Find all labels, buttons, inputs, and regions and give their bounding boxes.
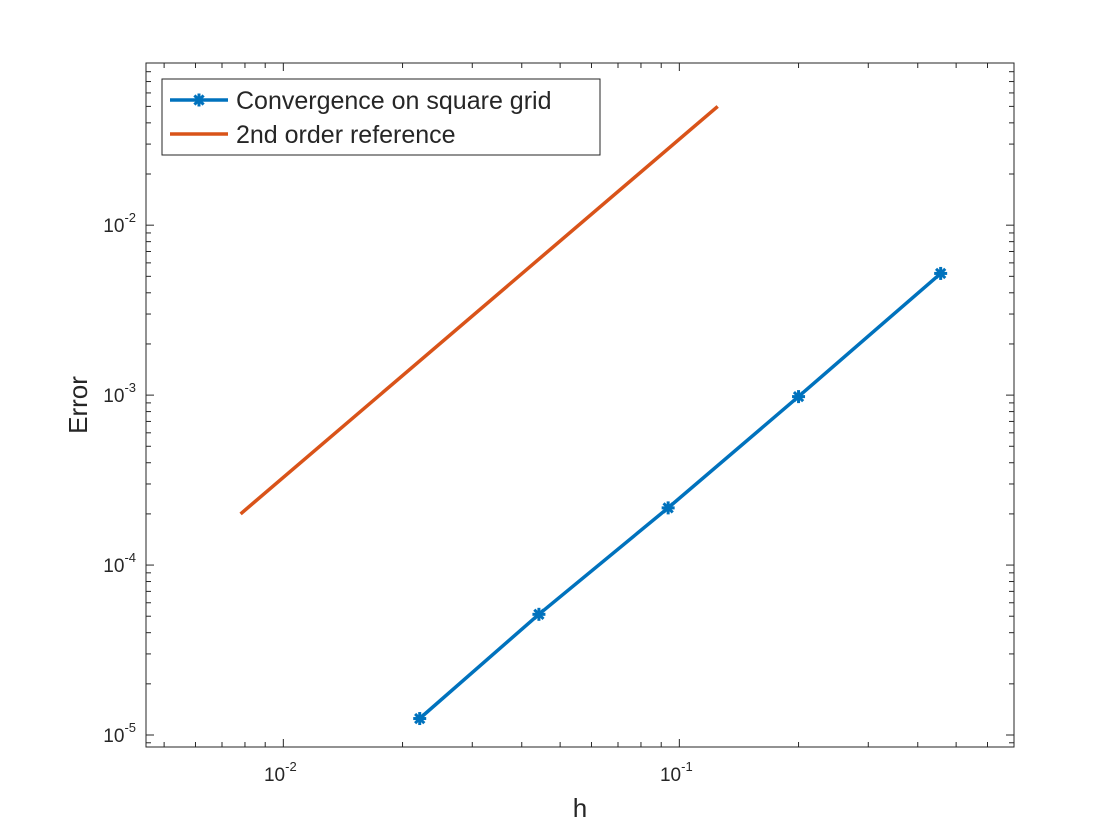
y-tick-label: 10-5 — [103, 720, 136, 747]
y-tick-label: 10-3 — [103, 380, 136, 407]
legend: Convergence on square grid 2nd order refe… — [161, 78, 601, 156]
data-point — [792, 390, 806, 404]
plot-area — [146, 63, 1014, 747]
data-point — [661, 501, 675, 515]
series-line — [239, 105, 719, 516]
data-point — [413, 712, 427, 726]
axes-frame — [145, 62, 1015, 748]
x-tick-label: 10-2 — [264, 759, 297, 786]
legend-entry: Convergence on square grid — [236, 87, 551, 115]
x-tick-label: 10-1 — [660, 759, 693, 786]
data-point — [934, 266, 948, 280]
y-tick-label: 10-2 — [103, 210, 136, 237]
legend-marker — [192, 93, 206, 107]
series-2 — [239, 105, 719, 516]
y-tick-label: 10-4 — [103, 550, 136, 577]
legend-entry: 2nd order reference — [236, 121, 456, 149]
legend-box — [161, 78, 601, 156]
x-axis-label: h — [573, 793, 587, 823]
y-axis-label: Error — [63, 376, 93, 434]
series-1 — [413, 266, 948, 726]
data-point — [532, 607, 546, 621]
plot-axes: 10-2 10-1 10-5 10-4 10-3 10-2 — [103, 62, 1015, 786]
